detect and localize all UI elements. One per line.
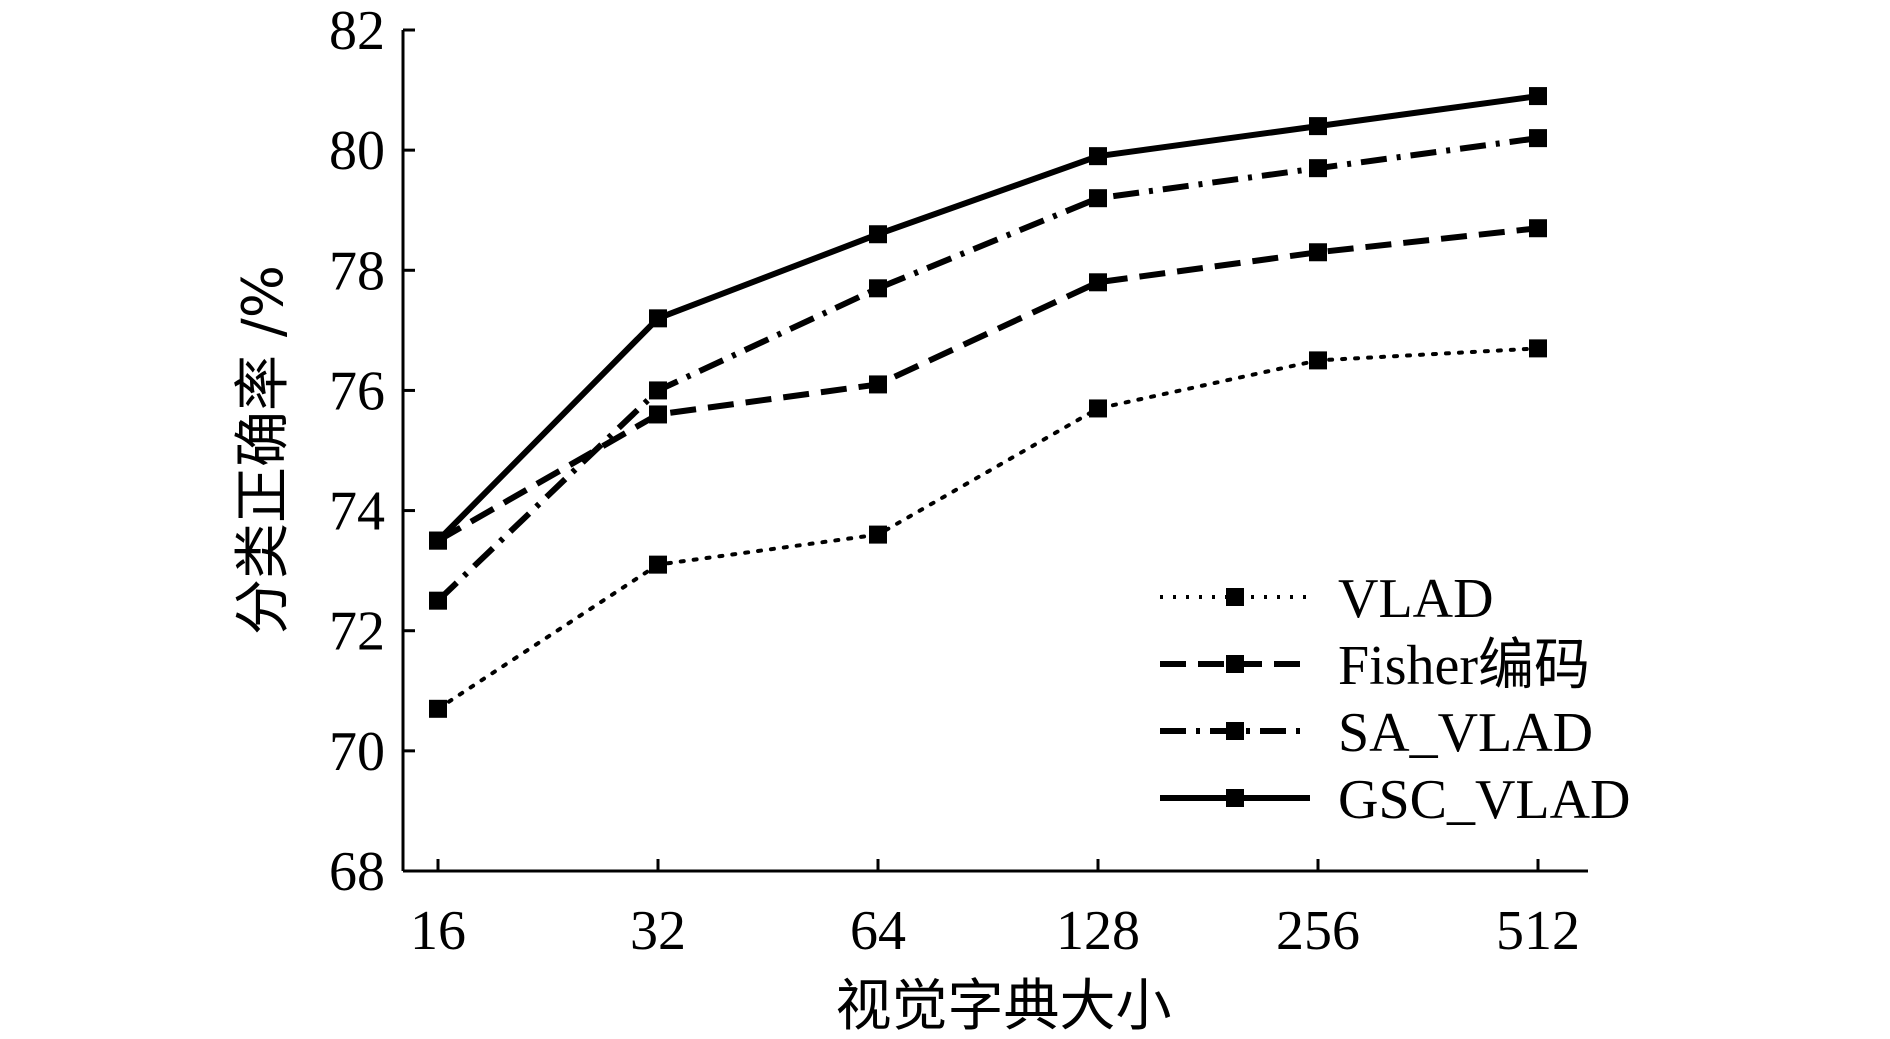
data-point: [1529, 219, 1547, 238]
y-tick-label: 72: [329, 601, 385, 663]
y-tick-label: 76: [329, 360, 385, 422]
legend-marker: [1226, 655, 1244, 673]
x-axis-label: 视觉字典大小: [836, 974, 1172, 1039]
data-point: [429, 591, 447, 610]
series-layer: [429, 87, 1547, 718]
y-tick-label: 70: [329, 721, 385, 783]
legend-marker: [1226, 789, 1244, 807]
x-tick-label: 512: [1496, 900, 1580, 962]
data-point: [1529, 129, 1547, 148]
legend-label: SA_VLAD: [1338, 702, 1593, 764]
data-point: [869, 375, 887, 394]
y-tick-label: 74: [329, 481, 385, 543]
y-tick-label: 78: [329, 240, 385, 302]
data-point: [1309, 243, 1327, 262]
x-tick-label: 256: [1276, 900, 1360, 962]
legend-marker: [1226, 588, 1244, 606]
legend-label: GSC_VLAD: [1338, 769, 1630, 831]
x-tick-label: 64: [850, 900, 906, 962]
data-point: [1309, 117, 1327, 136]
data-point: [1309, 159, 1327, 178]
data-point: [429, 699, 447, 718]
data-point: [649, 381, 667, 400]
data-point: [649, 309, 667, 328]
data-point: [1529, 339, 1547, 358]
x-tick-label: 16: [410, 900, 466, 962]
x-tick-label: 128: [1056, 900, 1140, 962]
x-ticks: 16 32 64 128 256 512: [410, 859, 1580, 962]
data-point: [869, 525, 887, 544]
data-point: [1089, 147, 1107, 166]
x-tick-label: 32: [630, 900, 686, 962]
data-point: [429, 531, 447, 550]
series-line-1: [436, 225, 1539, 544]
series-line-0: [436, 346, 1540, 711]
data-point: [869, 225, 887, 244]
data-point: [1089, 273, 1107, 292]
data-point: [1089, 189, 1107, 208]
data-point: [869, 279, 887, 298]
legend-label: VLAD: [1338, 568, 1494, 630]
data-point: [649, 405, 667, 424]
y-ticks: 68 70 72 74 76 78 80 82: [329, 0, 415, 903]
legend-label: Fisher编码: [1338, 635, 1590, 697]
data-point: [1309, 351, 1327, 370]
legend-marker: [1226, 722, 1244, 740]
axes: [401, 30, 1588, 873]
y-tick-label: 80: [329, 120, 385, 182]
y-tick-label: 68: [329, 841, 385, 903]
series-line-2: [435, 135, 1539, 603]
series-line-3: [435, 93, 1539, 543]
data-point: [649, 555, 667, 574]
data-point: [1089, 399, 1107, 418]
y-tick-label: 82: [329, 0, 385, 62]
data-point: [1529, 87, 1547, 106]
y-axis-label: 分类正确率 /%: [231, 265, 296, 635]
